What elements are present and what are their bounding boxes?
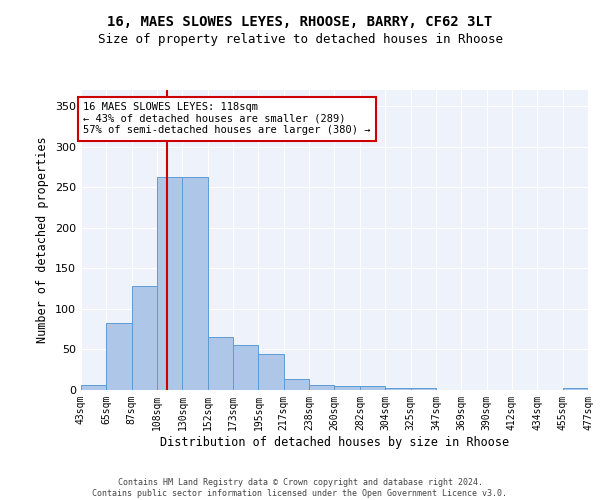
- Y-axis label: Number of detached properties: Number of detached properties: [37, 136, 49, 344]
- Text: Size of property relative to detached houses in Rhoose: Size of property relative to detached ho…: [97, 32, 503, 46]
- Bar: [81, 385, 106, 390]
- Bar: [182, 177, 208, 390]
- Bar: [284, 380, 309, 390]
- Text: Contains HM Land Registry data © Crown copyright and database right 2024.
Contai: Contains HM Land Registry data © Crown c…: [92, 478, 508, 498]
- Bar: [132, 286, 157, 390]
- X-axis label: Distribution of detached houses by size in Rhoose: Distribution of detached houses by size …: [160, 436, 509, 448]
- Bar: [360, 386, 385, 390]
- Bar: [309, 385, 335, 390]
- Text: 16 MAES SLOWES LEYES: 118sqm
← 43% of detached houses are smaller (289)
57% of s: 16 MAES SLOWES LEYES: 118sqm ← 43% of de…: [83, 102, 371, 136]
- Bar: [233, 346, 259, 390]
- Bar: [157, 177, 182, 390]
- Bar: [106, 322, 132, 390]
- Bar: [410, 388, 436, 390]
- Bar: [563, 388, 588, 390]
- Bar: [335, 386, 360, 390]
- Text: 16, MAES SLOWES LEYES, RHOOSE, BARRY, CF62 3LT: 16, MAES SLOWES LEYES, RHOOSE, BARRY, CF…: [107, 15, 493, 29]
- Bar: [259, 354, 284, 390]
- Bar: [208, 338, 233, 390]
- Bar: [385, 388, 410, 390]
